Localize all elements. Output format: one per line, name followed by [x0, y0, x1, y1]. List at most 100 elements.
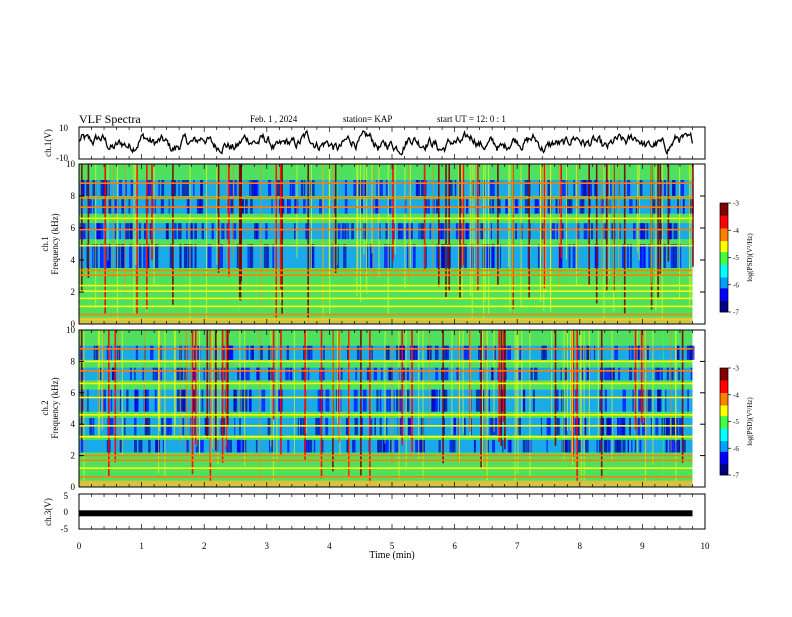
colorbar-swatch [720, 259, 728, 262]
spectrogram-line [79, 274, 693, 276]
spectrogram-cell [524, 180, 529, 196]
spectrogram-line [79, 284, 693, 287]
spectrogram-cell [622, 244, 625, 268]
spectrogram-cell [134, 439, 137, 453]
spectrogram-line [79, 313, 693, 316]
colorbar-swatch [720, 419, 728, 422]
spectrogram-line [79, 206, 693, 208]
spectrogram-sferic [369, 330, 371, 485]
spectrogram-sferic [459, 164, 461, 299]
spectrogram-cell [94, 244, 97, 268]
spectrogram-sferic [462, 164, 465, 266]
spectrogram-cell [319, 367, 321, 381]
spectrogram-cell [618, 367, 621, 381]
colorbar-tick-label: -3 [733, 200, 739, 208]
colorbar-swatch [720, 460, 728, 463]
spectrogram-line [79, 217, 693, 220]
spectrogram-cell [405, 367, 409, 381]
spectrogram-cell [353, 389, 358, 412]
spectrogram-cell [413, 345, 418, 360]
spectrogram-cell [384, 439, 389, 453]
spectrogram-cell [251, 345, 254, 360]
spectrogram-sferic [661, 164, 663, 320]
spectrogram-cell [568, 439, 571, 453]
spectrogram-cell [301, 367, 305, 381]
spectrogram-sferic [360, 164, 361, 302]
spectrogram-cell [81, 389, 85, 412]
colorbar-swatch [720, 437, 728, 440]
spectrogram-cell [507, 345, 511, 360]
spectrogram-sferic [172, 164, 174, 305]
spectrogram-sferic [275, 164, 277, 322]
spectrogram-cell [641, 223, 646, 240]
spectrogram-cell [434, 345, 439, 360]
spectrogram-line [79, 414, 693, 416]
colorbar-swatch [720, 253, 728, 256]
spectrogram-sferic [87, 164, 90, 278]
spectrogram-cell [241, 439, 245, 453]
spectrogram-cell [483, 389, 485, 412]
spectrogram-cell [616, 439, 621, 453]
colorbar-label: log(PSD)(V²/Hz) [746, 397, 754, 446]
spectrogram-cell [417, 180, 420, 196]
spectrogram-sferic [238, 164, 241, 300]
spectrogram-sferic [328, 164, 330, 277]
spectrogram-cell [519, 345, 522, 360]
spectrogram-cell [389, 367, 393, 381]
spectrogram-cell [143, 389, 147, 412]
spectrogram-sferic [601, 164, 603, 275]
colorbar-swatch [720, 457, 728, 460]
spectrogram-sferic [502, 330, 505, 422]
colorbar-swatch [720, 284, 728, 287]
spectrogram-line [79, 360, 693, 363]
spectrogram-sferic [117, 330, 119, 449]
spectrogram-cell [245, 439, 247, 453]
spectrogram-cell [147, 244, 150, 268]
colorbar-swatch [720, 462, 728, 465]
spectrogram-cell [158, 180, 160, 196]
spectrogram-cell [166, 223, 169, 240]
spectrogram-cell [419, 439, 422, 453]
spectrogram-cell [138, 244, 142, 268]
spectrogram-cell [560, 223, 564, 240]
time-tick-label: 7 [515, 541, 520, 551]
spectrogram-sferic [642, 330, 644, 424]
spectrogram-cell [539, 180, 541, 196]
spectrogram-sferic [563, 330, 565, 461]
spectrogram-cell [475, 389, 479, 412]
spectrogram-ytick-label: 8 [71, 356, 76, 366]
spectrogram-cell [610, 180, 612, 196]
ch3-series [79, 510, 693, 517]
spectrogram-line [79, 244, 693, 247]
spectrogram-cell [347, 223, 349, 240]
spectrogram-cell [446, 345, 449, 360]
spectrogram-cell [622, 389, 626, 412]
spectrogram-line [79, 196, 693, 199]
spectrogram-sferic [272, 330, 275, 420]
spectrogram-cell [178, 180, 180, 196]
colorbar-swatch [720, 292, 728, 295]
spectrogram-cell [201, 389, 204, 412]
spectrogram-ytick-label: 2 [71, 287, 76, 297]
spectrogram-cell [627, 180, 631, 196]
spectrogram-cell [407, 244, 409, 268]
spectrogram-cell [677, 345, 679, 360]
spectrogram-line [79, 454, 693, 457]
ch1-ytick-top: 10 [59, 123, 69, 133]
spectrogram-sferic [498, 330, 500, 443]
spectrogram-sferic [520, 164, 522, 308]
colorbar-swatch [720, 469, 728, 472]
colorbar-swatch [720, 250, 728, 253]
spectrogram-cell [665, 439, 668, 453]
spectrogram-cell [86, 244, 89, 268]
spectrogram-sferic [99, 330, 100, 435]
spectrogram-ytick-label: 10 [66, 325, 76, 335]
spectrogram-sferic [80, 330, 83, 441]
spectrogram-cell [562, 180, 566, 196]
spectrogram-cell [246, 345, 249, 360]
spectrogram-cell [455, 223, 460, 240]
spectrogram-cell [438, 439, 441, 453]
spectrogram-cell [263, 244, 266, 268]
spectrogram-cell [667, 223, 672, 240]
